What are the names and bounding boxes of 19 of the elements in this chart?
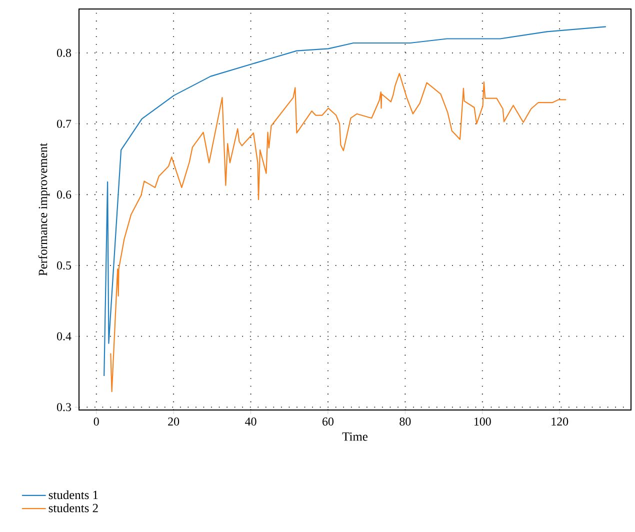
x-tick-label: 100 — [474, 418, 491, 426]
y-tick-label: 0.4 — [56, 332, 72, 340]
x-tick-label: 40 — [245, 418, 256, 426]
y-tick-label: 0.3 — [56, 403, 72, 412]
x-tick-label: 20 — [168, 418, 180, 426]
y-tick-label: 0.5 — [56, 261, 72, 270]
x-tick-label: 80 — [400, 418, 411, 426]
y-tick-label: 0.8 — [56, 48, 72, 57]
y-tick-label: 0.6 — [56, 190, 72, 199]
y-tick-label: 0.7 — [56, 120, 72, 128]
legend-label: students 1 — [48, 490, 98, 500]
line-series — [104, 26, 606, 377]
x-tick-label: 120 — [552, 418, 568, 426]
legend-label: students 2 — [48, 504, 98, 512]
x-axis-title: Time — [342, 432, 368, 441]
y-axis-title: Performance improvement — [38, 142, 50, 276]
line-series — [110, 72, 567, 392]
x-tick-label: 60 — [322, 418, 334, 426]
x-tick-label: 0 — [94, 418, 99, 426]
